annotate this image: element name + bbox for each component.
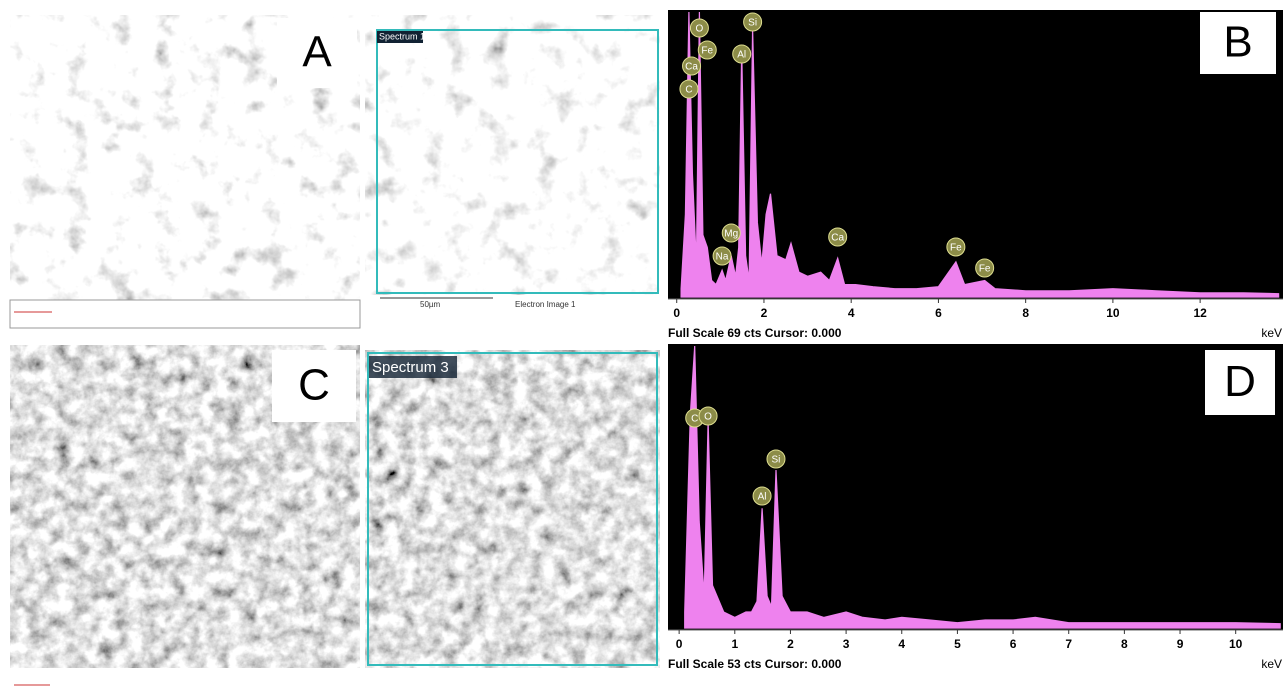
panel-label: D [1224,357,1256,406]
x-tick-label: 0 [673,306,680,320]
peak-label: Na [716,252,729,263]
peak-label: Al [737,50,746,61]
peak-label: Si [748,18,757,29]
spectrum-label: Spectrum 3 [372,359,449,376]
x-tick-label: 10 [1229,637,1243,651]
scale-label: 50µm [420,300,441,309]
x-tick-label: 2 [761,306,768,320]
info-strip [10,300,360,328]
x-tick-label: 0 [676,637,683,651]
info-strip [10,668,360,695]
sem-image [365,350,660,668]
x-axis-label: keV [1261,657,1282,671]
x-tick-label: 2 [787,637,794,651]
footer: Full Scale 53 cts Cursor: 0.000 [668,657,842,671]
peak-label: C [691,414,698,425]
peak-label: Al [758,492,767,503]
peak-label: Ca [831,233,844,244]
footer: Full Scale 69 cts Cursor: 0.000 [668,326,842,340]
x-tick-label: 6 [1010,637,1017,651]
x-tick-label: 7 [1065,637,1072,651]
figure: A Spectrum 1 50µm Electron Image 1 C Spe… [0,0,1287,695]
spectrum-label: Spectrum 1 [379,31,425,41]
x-tick-label: 4 [848,306,855,320]
peak-label: C [685,85,692,96]
x-axis-label: keV [1261,326,1282,340]
peak-label: Fe [950,243,962,254]
x-tick-label: 8 [1121,637,1128,651]
x-tick-label: 3 [843,637,850,651]
x-tick-label: 10 [1106,306,1120,320]
panel-label: A [302,28,332,77]
x-tick-label: 8 [1022,306,1029,320]
panel-label: C [298,361,330,410]
x-tick-label: 5 [954,637,961,651]
x-tick-label: 4 [898,637,905,651]
peak-label: Mg [724,229,738,240]
x-tick-label: 1 [731,637,738,651]
peak-label: Fe [701,46,713,57]
x-tick-label: 6 [935,306,942,320]
peak-label: Ca [685,62,698,73]
x-tick-label: 12 [1193,306,1207,320]
panel-label: B [1223,18,1252,67]
peak-label: O [704,412,712,423]
x-tick-label: 9 [1177,637,1184,651]
sem-image [365,15,660,295]
peak-label: Fe [979,264,991,275]
image-label: Electron Image 1 [515,300,576,309]
peak-label: O [696,24,704,35]
peak-label: Si [772,455,781,466]
